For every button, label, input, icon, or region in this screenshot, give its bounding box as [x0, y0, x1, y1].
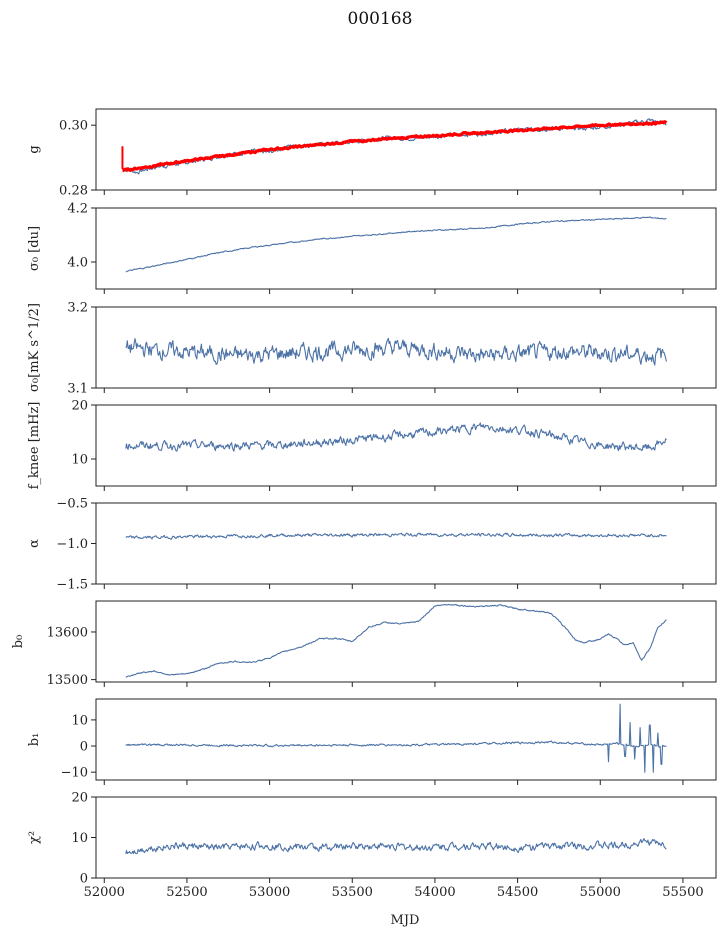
y-tick-label: −1.5	[56, 578, 88, 593]
panel-frame	[95, 306, 717, 389]
panel-frame	[95, 502, 717, 585]
y-tick-label: −1.0	[56, 537, 88, 552]
y-axis-label: α	[27, 539, 42, 548]
x-tick-label: 55000	[580, 885, 621, 900]
panel-chi2: 0 10 20 52000 52500 53000 53500 54000 54500 55000…	[27, 791, 717, 900]
panel-frame	[95, 796, 717, 879]
panel-frame	[95, 404, 717, 487]
y-axis-label: σ₀[mK s^1/2]	[27, 303, 42, 392]
y-tick-label: 20	[71, 791, 88, 806]
y-axis-label: b₀	[11, 635, 26, 649]
series-line-b0-0	[125, 603, 667, 678]
panel-frame	[95, 600, 717, 683]
panel-b0: 13500 13600 b₀	[11, 600, 717, 688]
panel-b1: −10 0 10 b₁	[27, 698, 717, 785]
y-tick-label: 10	[71, 453, 88, 468]
y-tick-label: 0	[80, 872, 88, 887]
x-tick-label: 53500	[332, 885, 373, 900]
y-tick-label: 10	[71, 831, 88, 846]
panel-sigma0-du: 4.0 4.2 σ₀ [du]	[27, 202, 717, 294]
y-tick-label: 13500	[47, 673, 88, 688]
x-tick-label: 54000	[414, 885, 455, 900]
y-tick-label: 3.2	[67, 301, 88, 316]
y-tick-label: 4.0	[67, 256, 88, 271]
series-line-fknee-0	[125, 422, 667, 452]
panel-frame	[95, 108, 717, 191]
y-axis-label: χ²	[27, 831, 42, 844]
y-tick-label: 4.2	[67, 202, 88, 217]
y-axis-label: b₁	[27, 733, 42, 747]
series-line-b1-0	[125, 703, 667, 773]
y-tick-label: 0	[80, 740, 88, 755]
series-line-chi2-0	[125, 838, 667, 855]
panel-frame	[95, 207, 717, 290]
y-axis-label: g	[27, 145, 42, 153]
y-tick-label: 0.28	[59, 184, 88, 199]
panel-alpha: −1.5 −1.0 −0.5 α	[27, 497, 717, 593]
panels: 0.28 0.30 g 4.0 4.2 σ₀ [du] 3.1 3.2 σ₀[mK s^1/2]…	[11, 108, 717, 900]
x-tick-label: 54500	[497, 885, 538, 900]
series-line-alpha-0	[125, 532, 667, 540]
series-line-sigma0-du-0	[125, 216, 667, 273]
y-tick-label: 10	[71, 713, 88, 728]
panel-frame	[95, 698, 717, 781]
x-tick-label: 55500	[662, 885, 703, 900]
y-tick-label: −10	[61, 766, 88, 781]
panel-g: 0.28 0.30 g	[27, 108, 717, 199]
figure-title: 000168	[348, 9, 413, 29]
y-axis-label: σ₀ [du]	[27, 226, 42, 271]
x-tick-label: 52500	[166, 885, 207, 900]
y-tick-label: 3.1	[67, 382, 88, 397]
x-tick-label: 53000	[249, 885, 290, 900]
series-line-g-1	[121, 120, 668, 173]
y-tick-label: −0.5	[56, 497, 88, 512]
x-axis-label: MJD	[391, 913, 420, 928]
series-line-sigma0-mks-0	[125, 337, 667, 366]
y-tick-label: 0.30	[59, 119, 88, 134]
panel-sigma0-mks: 3.1 3.2 σ₀[mK s^1/2]	[27, 301, 717, 397]
y-tick-label: 20	[71, 399, 88, 414]
y-tick-label: 13600	[47, 625, 88, 640]
y-axis-label: f_knee [mHz]	[27, 402, 42, 490]
panel-fknee: 10 20 f_knee [mHz]	[27, 399, 717, 491]
x-tick-label: 52000	[84, 885, 125, 900]
